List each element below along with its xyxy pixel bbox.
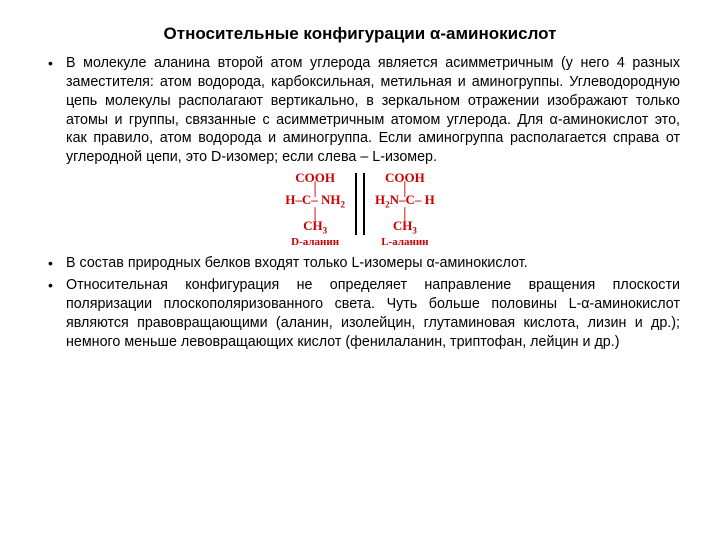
ch3-label: CH3 [285,219,345,236]
isomer-label: D-аланин [285,237,345,248]
d-alanine-structure: COOH │ H–C– NH2 │ CH3 D-аланин [285,171,345,247]
ch3-label: CH3 [375,219,435,236]
list-item: В молекуле аланина второй атом углерода … [40,54,680,167]
bullet-list: В молекуле аланина второй атом углерода … [40,54,680,167]
alanine-diagram: COOH │ H–C– NH2 │ CH3 D-аланин COOH │ H2… [40,171,680,247]
mirror-plane-icon [355,173,365,235]
isomer-label: L-аланин [375,237,435,248]
list-item: Относительная конфигурация не определяет… [40,276,680,351]
bullet-list: В состав природных белков входят только … [40,254,680,352]
list-item: В состав природных белков входят только … [40,254,680,273]
l-alanine-structure: COOH │ H2N–C– H │ CH3 L-аланин [375,171,435,247]
page-title: Относительные конфигурации α-аминокислот [40,24,680,44]
